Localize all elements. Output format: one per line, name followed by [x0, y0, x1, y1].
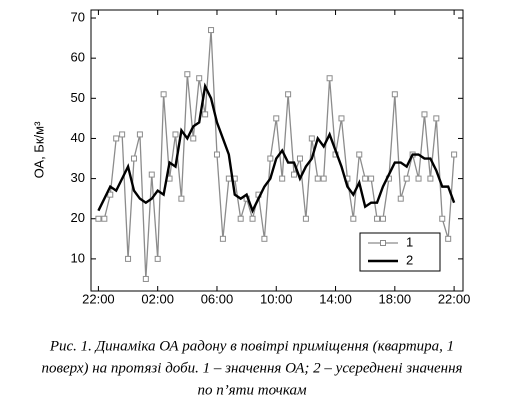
data-point	[451, 151, 458, 158]
x-tick-label: 06:00	[201, 291, 234, 306]
legend-label: 2	[406, 252, 413, 267]
data-point	[308, 135, 315, 142]
data-point	[160, 91, 167, 98]
data-point	[148, 171, 155, 178]
data-point	[219, 235, 226, 242]
data-point	[445, 235, 452, 242]
data-point	[273, 115, 280, 122]
y-tick-label: 60	[71, 50, 85, 65]
y-tick-label: 10	[71, 250, 85, 265]
data-point	[107, 191, 114, 198]
y-tick-label: 30	[71, 170, 85, 185]
y-axis-label: ОА, Бк/м³	[31, 121, 46, 178]
data-point	[208, 27, 215, 34]
data-point	[368, 175, 375, 182]
data-point	[279, 175, 286, 182]
data-point	[320, 175, 327, 182]
y-tick-label: 50	[71, 90, 85, 105]
y-tick-label: 40	[71, 130, 85, 145]
data-point	[190, 135, 197, 142]
data-point	[101, 215, 108, 222]
data-point	[350, 215, 357, 222]
data-point	[433, 115, 440, 122]
data-point	[113, 135, 120, 142]
data-point	[261, 235, 268, 242]
data-point	[285, 91, 292, 98]
plot-frame	[90, 9, 464, 292]
data-point	[379, 215, 386, 222]
data-point	[391, 91, 398, 98]
data-point	[291, 171, 298, 178]
data-point	[213, 151, 220, 158]
data-point	[225, 175, 232, 182]
data-point	[421, 111, 428, 118]
data-point	[237, 215, 244, 222]
data-point	[136, 131, 143, 138]
data-point	[142, 275, 149, 282]
x-tick-label: 18:00	[379, 291, 412, 306]
y-tick-label: 70	[71, 9, 85, 24]
x-tick-label: 10:00	[260, 291, 293, 306]
legend-label: 1	[406, 234, 413, 249]
legend-marker	[380, 240, 386, 246]
x-tick-label: 02:00	[141, 291, 174, 306]
data-point	[172, 131, 179, 138]
caption-line: Рис. 1. Динаміка ОА радону в повітрі при…	[49, 338, 454, 354]
data-point	[415, 175, 422, 182]
data-point	[184, 71, 191, 78]
data-point	[202, 111, 209, 118]
data-point	[427, 175, 434, 182]
y-tick-label: 20	[71, 210, 85, 225]
data-point	[267, 155, 274, 162]
data-point	[125, 255, 132, 262]
legend-box	[359, 232, 441, 272]
x-tick-label: 14:00	[319, 291, 352, 306]
data-point	[130, 155, 137, 162]
x-tick-label: 22:00	[82, 291, 115, 306]
data-point	[196, 75, 203, 82]
data-point	[403, 175, 410, 182]
data-point	[356, 151, 363, 158]
data-point	[249, 215, 256, 222]
x-tick-label: 22:00	[438, 291, 471, 306]
caption-line: по п’яти точкам	[197, 382, 307, 398]
data-point	[296, 155, 303, 162]
caption-line: поверх) на протязі доби. 1 – значення ОА…	[41, 360, 462, 376]
data-point	[302, 215, 309, 222]
data-point	[326, 75, 333, 82]
data-point	[439, 215, 446, 222]
data-point	[119, 131, 126, 138]
data-point	[397, 195, 404, 202]
data-point	[338, 115, 345, 122]
data-point	[314, 175, 321, 182]
series-line	[97, 82, 456, 214]
data-point	[178, 195, 185, 202]
data-point	[374, 215, 381, 222]
data-point	[154, 255, 161, 262]
data-point	[95, 215, 102, 222]
data-point	[362, 175, 369, 182]
